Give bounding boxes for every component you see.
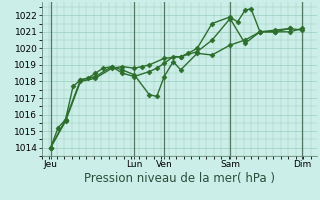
X-axis label: Pression niveau de la mer( hPa ): Pression niveau de la mer( hPa ) [84, 172, 275, 185]
